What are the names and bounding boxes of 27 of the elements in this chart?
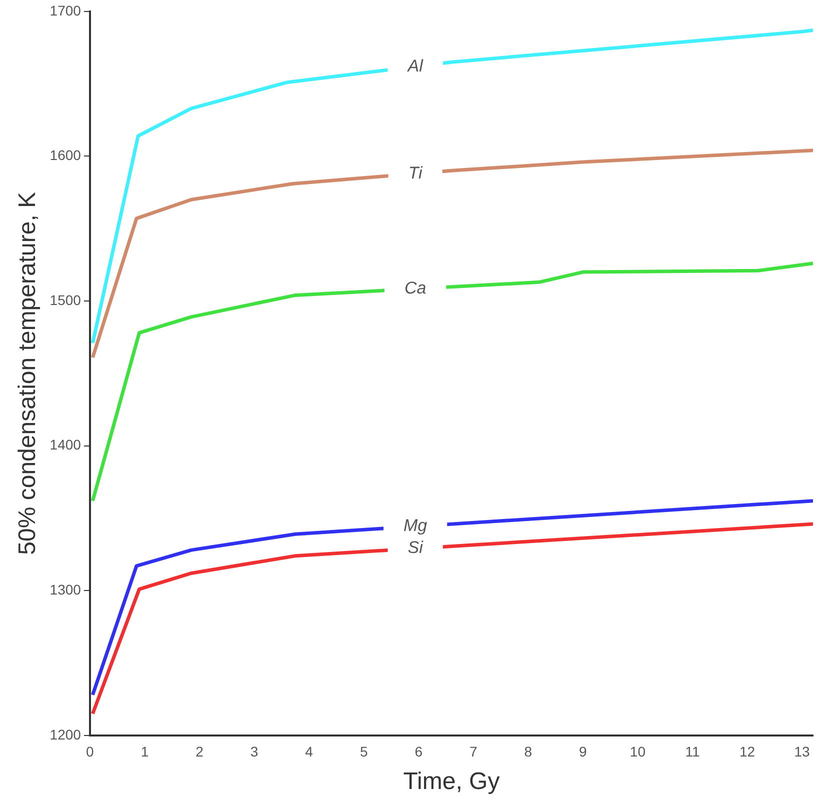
- x-tick-label: 9: [579, 744, 588, 760]
- series-label: Al: [406, 56, 424, 76]
- y-tick-label: 1300: [50, 581, 82, 598]
- x-tick-label: 8: [524, 744, 532, 760]
- y-tick-label: 1700: [50, 2, 82, 18]
- y-tick-label: 1500: [50, 292, 82, 308]
- series-label: Ti: [408, 163, 424, 182]
- x-tick-label: 2: [196, 744, 204, 760]
- x-tick-label: 6: [414, 744, 423, 760]
- x-tick-label: 7: [469, 744, 478, 760]
- x-tick-label: 10: [630, 744, 646, 760]
- y-tick-label: 1600: [50, 147, 82, 164]
- series-label: Mg: [404, 516, 428, 536]
- x-tick-label: 0: [86, 744, 94, 760]
- x-tick-label: 4: [305, 744, 314, 760]
- y-tick-label: 1200: [50, 726, 82, 742]
- x-tick-label: 1: [140, 744, 149, 760]
- x-tick-label: 12: [739, 744, 756, 760]
- x-tick-label: 5: [360, 744, 368, 760]
- y-axis-title: 50% condensation temperature, K: [14, 192, 42, 555]
- x-axis-title: Time, Gy: [403, 768, 500, 796]
- series-label: Ca: [404, 278, 426, 298]
- y-tick-label: 1400: [50, 436, 82, 453]
- x-tick-label: 13: [794, 744, 810, 760]
- series-label: Si: [408, 538, 424, 558]
- x-tick-label: 11: [685, 744, 700, 760]
- x-tick-label: 3: [250, 744, 258, 760]
